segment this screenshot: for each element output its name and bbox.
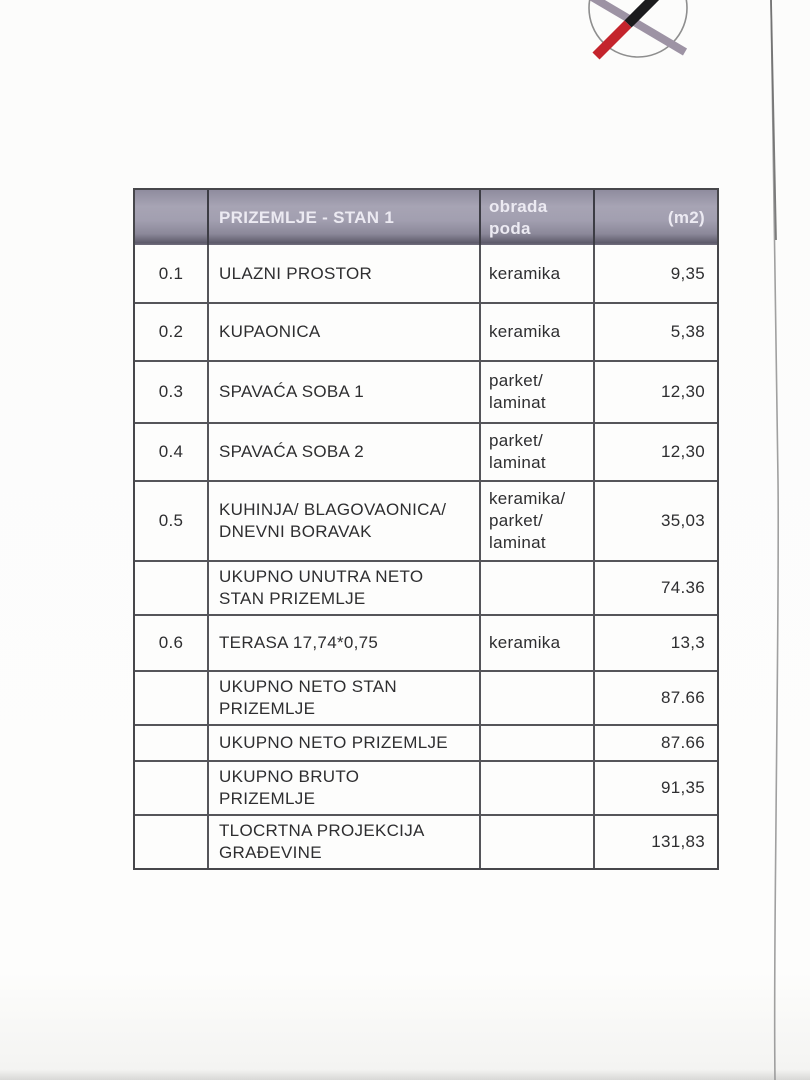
table-header-row: PRIZEMLJE - STAN 1 obrada poda (m2): [135, 190, 717, 245]
header-area-unit-cell: (m2): [593, 190, 717, 245]
row-area-value: 5,38: [593, 304, 717, 360]
row-number: 0.2: [158, 322, 184, 342]
row-floor-finish: [479, 672, 593, 724]
table-row: 0.4 SPAVAĆA SOBA 2 parket/ laminat 12,30: [135, 422, 717, 480]
row-name: SPAVAĆA SOBA 1: [207, 362, 479, 422]
row-name: UKUPNO UNUTRA NETO STAN PRIZEMLJE: [207, 562, 479, 614]
table-row: UKUPNO NETO PRIZEMLJE 87.66: [135, 724, 717, 760]
row-floor-finish: [479, 562, 593, 614]
row-name: KUHINJA/ BLAGOVAONICA/ DNEVNI BORAVAK: [207, 482, 479, 560]
row-name: ULAZNI PROSTOR: [207, 245, 479, 302]
table-row: 0.1 ULAZNI PROSTOR keramika 9,35: [135, 245, 717, 302]
header-title-cell: PRIZEMLJE - STAN 1: [207, 190, 479, 245]
row-area-value: 131,83: [593, 816, 717, 868]
row-area-value: 74.36: [593, 562, 717, 614]
table-row: UKUPNO UNUTRA NETO STAN PRIZEMLJE 74.36: [135, 560, 717, 614]
row-floor-finish: [479, 762, 593, 814]
row-name: TLOCRTNA PROJEKCIJA GRAĐEVINE: [207, 816, 479, 868]
row-number: 0.3: [158, 382, 184, 402]
row-number: [135, 672, 207, 724]
row-name: TERASA 17,74*0,75: [207, 616, 479, 670]
row-area-value: 13,3: [593, 616, 717, 670]
row-number: 0.5: [158, 511, 184, 531]
compass-ring: [588, 0, 688, 58]
row-number: [135, 816, 207, 868]
north-arrow-icon: [588, 0, 688, 60]
row-floor-finish: keramika/ parket/ laminat: [479, 482, 593, 560]
row-name: UKUPNO NETO PRIZEMLJE: [207, 726, 479, 760]
row-name: UKUPNO BRUTO PRIZEMLJE: [207, 762, 479, 814]
row-area-value: 91,35: [593, 762, 717, 814]
compass-needle-north: [624, 0, 660, 28]
row-number: 0.4: [158, 442, 184, 462]
header-number-cell: [135, 190, 207, 245]
row-number: 0.6: [158, 633, 184, 653]
row-area-value: 12,30: [593, 362, 717, 422]
row-area-value: 35,03: [593, 482, 717, 560]
row-number: 0.1: [158, 263, 184, 283]
row-floor-finish: keramika: [479, 304, 593, 360]
table-row: UKUPNO NETO STAN PRIZEMLJE 87.66: [135, 670, 717, 724]
row-area-value: 12,30: [593, 424, 717, 480]
table-row: 0.6 TERASA 17,74*0,75 keramika 13,3: [135, 614, 717, 670]
row-floor-finish: keramika: [479, 245, 593, 302]
header-floor-finish-cell: obrada poda: [479, 190, 593, 245]
row-area-value: 9,35: [593, 245, 717, 302]
row-floor-finish: [479, 816, 593, 868]
area-table: PRIZEMLJE - STAN 1 obrada poda (m2) 0.1 …: [133, 188, 719, 870]
row-floor-finish: parket/ laminat: [479, 362, 593, 422]
row-name: UKUPNO NETO STAN PRIZEMLJE: [207, 672, 479, 724]
row-number: [135, 762, 207, 814]
table-row: 0.5 KUHINJA/ BLAGOVAONICA/ DNEVNI BORAVA…: [135, 480, 717, 560]
table-body: 0.1 ULAZNI PROSTOR keramika 9,35 0.2 KUP…: [135, 245, 717, 868]
row-name: KUPAONICA: [207, 304, 479, 360]
row-name: SPAVAĆA SOBA 2: [207, 424, 479, 480]
table-row: TLOCRTNA PROJEKCIJA GRAĐEVINE 131,83: [135, 814, 717, 868]
row-floor-finish: [479, 726, 593, 760]
compass-cross-bar: [589, 0, 688, 56]
row-number: [135, 562, 207, 614]
compass-needle-south: [592, 20, 632, 60]
table-row: 0.2 KUPAONICA keramika 5,38: [135, 302, 717, 360]
row-floor-finish: keramika: [479, 616, 593, 670]
row-area-value: 87.66: [593, 726, 717, 760]
row-area-value: 87.66: [593, 672, 717, 724]
row-floor-finish: parket/ laminat: [479, 424, 593, 480]
table-row: 0.3 SPAVAĆA SOBA 1 parket/ laminat 12,30: [135, 360, 717, 422]
row-number: [135, 726, 207, 760]
table-row: UKUPNO BRUTO PRIZEMLJE 91,35: [135, 760, 717, 814]
